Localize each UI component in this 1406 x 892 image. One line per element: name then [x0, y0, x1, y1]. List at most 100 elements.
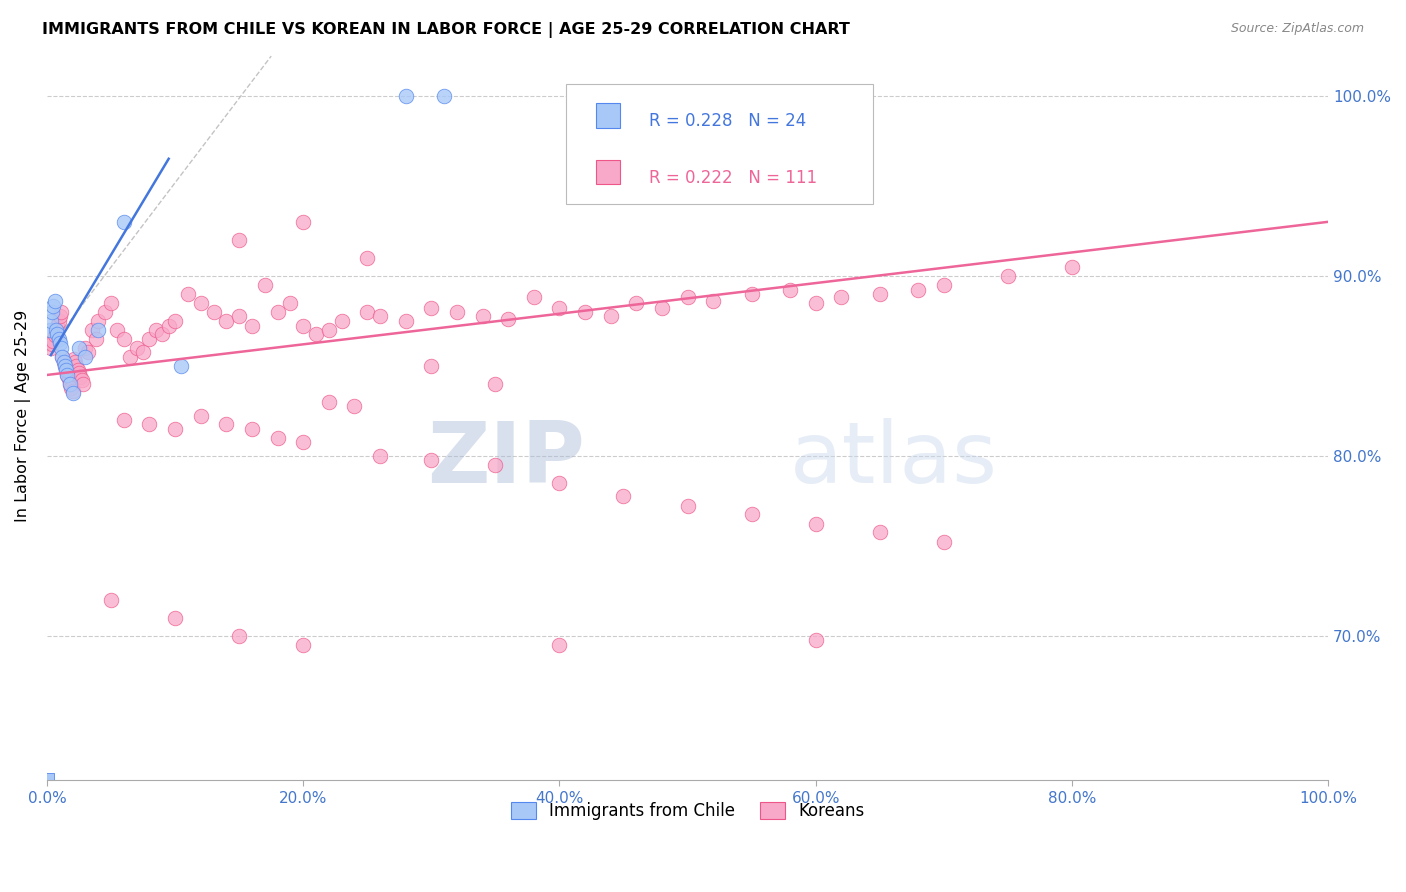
Text: IMMIGRANTS FROM CHILE VS KOREAN IN LABOR FORCE | AGE 25-29 CORRELATION CHART: IMMIGRANTS FROM CHILE VS KOREAN IN LABOR…	[42, 22, 851, 38]
Point	[53, 359, 76, 373]
Point	[52, 355, 75, 369]
Point	[548, 476, 571, 491]
Point	[77, 344, 100, 359]
Point	[292, 215, 315, 229]
Point	[471, 309, 494, 323]
Point	[676, 291, 699, 305]
FancyBboxPatch shape	[565, 84, 873, 204]
Point	[395, 88, 418, 103]
Point	[702, 294, 724, 309]
Point	[548, 301, 571, 316]
Point	[51, 350, 73, 364]
Point	[100, 296, 122, 310]
Point	[165, 314, 187, 328]
Point	[84, 332, 107, 346]
Point	[55, 362, 77, 376]
Point	[292, 434, 315, 449]
Point	[318, 395, 340, 409]
Point	[599, 309, 621, 323]
Point	[56, 368, 79, 382]
Point	[997, 268, 1019, 283]
Point	[228, 629, 250, 643]
Point	[48, 314, 70, 328]
Point	[356, 251, 378, 265]
Point	[112, 215, 135, 229]
Point	[420, 359, 443, 373]
Point	[548, 638, 571, 652]
Point	[292, 638, 315, 652]
Point	[145, 323, 167, 337]
Text: ■: ■	[598, 105, 617, 126]
Point	[484, 376, 506, 391]
Point	[804, 517, 827, 532]
Point	[266, 305, 288, 319]
Point	[305, 326, 328, 341]
Point	[676, 500, 699, 514]
Point	[65, 359, 87, 373]
Point	[93, 305, 115, 319]
Point	[44, 328, 66, 343]
Point	[63, 351, 86, 366]
Point	[395, 314, 418, 328]
Point	[932, 535, 955, 549]
Point	[46, 326, 69, 341]
Point	[75, 341, 97, 355]
Point	[55, 362, 77, 376]
Point	[574, 305, 596, 319]
Point	[804, 632, 827, 647]
Point	[177, 286, 200, 301]
Point	[63, 355, 86, 369]
Point	[87, 323, 110, 337]
Point	[49, 309, 72, 323]
Point	[741, 286, 763, 301]
Point	[125, 341, 148, 355]
Point	[190, 409, 212, 424]
Point	[356, 305, 378, 319]
Point	[907, 283, 929, 297]
Point	[368, 309, 391, 323]
Point	[59, 376, 82, 391]
Point	[45, 323, 67, 337]
Text: ZIP: ZIP	[427, 417, 585, 500]
Point	[612, 489, 634, 503]
Point	[80, 323, 103, 337]
Point	[165, 611, 187, 625]
Point	[56, 368, 79, 382]
Point	[42, 300, 65, 314]
Point	[215, 314, 238, 328]
Point	[69, 369, 91, 384]
Point	[626, 296, 648, 310]
Point	[368, 449, 391, 463]
Point	[215, 417, 238, 431]
Point	[420, 301, 443, 316]
Point	[107, 323, 129, 337]
Point	[240, 422, 263, 436]
Point	[651, 301, 673, 316]
Point	[330, 314, 353, 328]
Text: R = 0.222   N = 111: R = 0.222 N = 111	[650, 169, 817, 187]
Point	[280, 296, 302, 310]
Point	[38, 323, 60, 337]
Point	[67, 341, 90, 355]
Point	[39, 314, 62, 328]
Point	[240, 319, 263, 334]
Point	[49, 305, 72, 319]
Point	[62, 384, 84, 399]
Point	[779, 283, 801, 297]
Point	[932, 277, 955, 292]
Point	[112, 332, 135, 346]
Text: atlas: atlas	[790, 417, 998, 500]
Point	[67, 366, 90, 380]
Point	[48, 332, 70, 346]
Point	[39, 341, 62, 355]
Point	[433, 88, 456, 103]
Point	[266, 431, 288, 445]
Point	[100, 593, 122, 607]
Point	[1060, 260, 1083, 274]
Point	[45, 323, 67, 337]
Point	[75, 350, 97, 364]
Point	[41, 337, 63, 351]
Text: ■: ■	[598, 162, 617, 182]
Point	[70, 373, 93, 387]
Y-axis label: In Labor Force | Age 25-29: In Labor Force | Age 25-29	[15, 310, 31, 522]
